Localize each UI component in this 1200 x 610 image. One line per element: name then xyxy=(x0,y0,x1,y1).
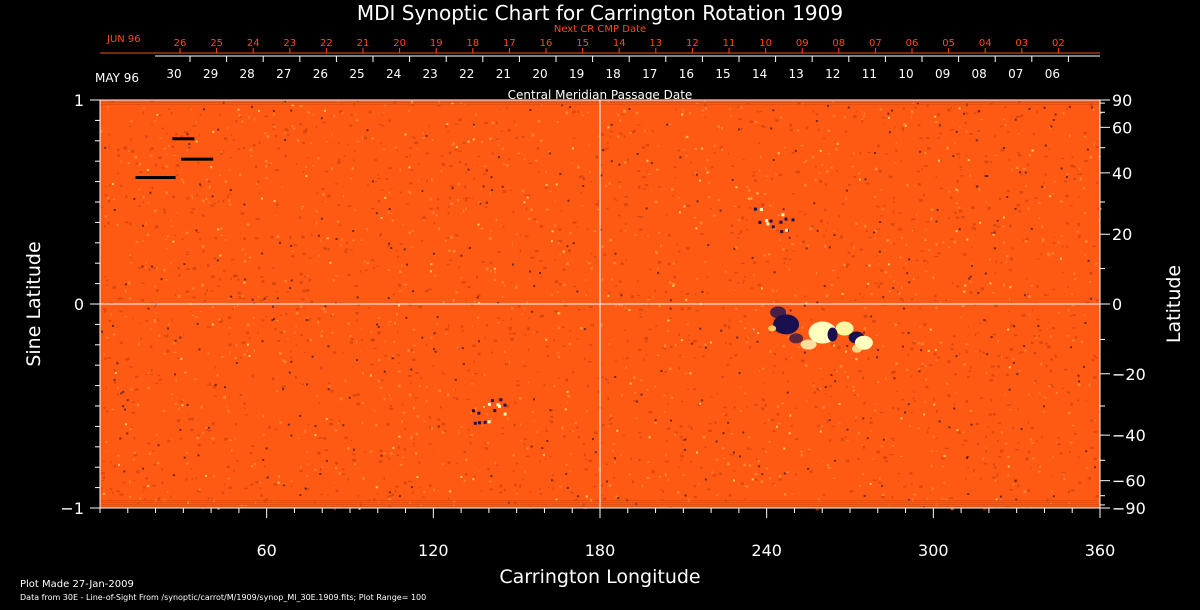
main-date-label: 25 xyxy=(349,67,364,81)
main-date-label: 26 xyxy=(313,67,328,81)
next-date-label: 26 xyxy=(174,38,187,49)
y-tick-label-left: 0 xyxy=(74,295,84,314)
main-date-label: 19 xyxy=(569,67,584,81)
next-date-label: 24 xyxy=(247,38,260,49)
feature-data-gap xyxy=(172,137,195,141)
main-date-label: 28 xyxy=(240,67,255,81)
next-date-label: 18 xyxy=(466,38,479,49)
feature-active-region xyxy=(471,398,507,425)
next-date-label: 08 xyxy=(832,38,845,49)
main-date-label: 23 xyxy=(423,67,438,81)
main-date-label: 14 xyxy=(752,67,767,81)
axes: 60 120 180 240 300 360 1 0 −1 90 60 40 20 0 −20 −40 −60 −… xyxy=(60,91,1145,560)
y-tick-label-right: 60 xyxy=(1112,118,1132,137)
chart-title: MDI Synoptic Chart for Carrington Rotati… xyxy=(357,1,843,25)
main-date-label: 21 xyxy=(496,67,511,81)
x-tick-label: 240 xyxy=(751,541,782,560)
x-tick-label: 300 xyxy=(918,541,949,560)
next-date-label: 25 xyxy=(210,38,223,49)
next-date-label: 16 xyxy=(540,38,553,49)
main-date-label: 15 xyxy=(715,67,730,81)
next-date-label: 17 xyxy=(503,38,516,49)
main-date-label: 17 xyxy=(642,67,657,81)
y-tick-label-right: −60 xyxy=(1112,472,1146,491)
main-date-label: 29 xyxy=(203,67,218,81)
main-date-label: 07 xyxy=(1008,67,1023,81)
main-date-label: 27 xyxy=(276,67,291,81)
feature-active-region xyxy=(753,207,795,234)
feature-data-gap xyxy=(135,176,176,180)
next-date-label: 23 xyxy=(283,38,296,49)
y-tick-label-right: 0 xyxy=(1112,295,1122,314)
next-date-label: 07 xyxy=(869,38,882,49)
next-date-label: 05 xyxy=(942,38,955,49)
plot-area xyxy=(99,99,1103,511)
next-date-label: 04 xyxy=(979,38,992,49)
x-tick-label: 60 xyxy=(256,541,276,560)
next-date-label: 19 xyxy=(430,38,443,49)
main-date-label: 30 xyxy=(166,67,181,81)
feature-active-region xyxy=(851,335,873,353)
next-date-label: 10 xyxy=(759,38,772,49)
x-tick-label: 120 xyxy=(418,541,449,560)
main-date-label: 18 xyxy=(606,67,621,81)
y-tick-label-right: 90 xyxy=(1112,91,1132,110)
main-date-label: 16 xyxy=(679,67,694,81)
next-date-label: 06 xyxy=(906,38,919,49)
main-date-label: 10 xyxy=(898,67,913,81)
next-date-label: 02 xyxy=(1052,38,1065,49)
crosshair xyxy=(100,100,1100,508)
main-date-label: 22 xyxy=(459,67,474,81)
x-tick-label: 180 xyxy=(585,541,616,560)
next-date-label: 15 xyxy=(576,38,589,49)
footer-plot-made: Plot Made 27-Jan-2009 xyxy=(20,579,134,590)
next-date-label: 12 xyxy=(686,38,699,49)
next-axis-caption: Next CR CMP Date xyxy=(554,24,646,35)
x-axis-label: Carrington Longitude xyxy=(499,566,700,588)
y-tick-label-left: 1 xyxy=(74,91,84,110)
footer-data-source: Data from 30E - Line-of-Sight From /syno… xyxy=(20,593,426,602)
next-month-label: JUN 96 xyxy=(106,34,141,45)
main-date-label: 06 xyxy=(1045,67,1060,81)
next-date-label: 20 xyxy=(393,38,406,49)
y-tick-label-right: −90 xyxy=(1112,499,1146,518)
next-date-label: 13 xyxy=(649,38,662,49)
main-date-label: 20 xyxy=(532,67,547,81)
main-date-label: 13 xyxy=(789,67,804,81)
main-date-label: 11 xyxy=(862,67,877,81)
magnetic-features xyxy=(135,137,873,425)
y-tick-label-right: 20 xyxy=(1112,225,1132,244)
y-axis-label-right: Latitude xyxy=(1163,265,1185,343)
next-date-label: 09 xyxy=(796,38,809,49)
top-date-axes: 30 29 28 27 26 25 24 23 22 21 20 19 18 17 16 15 14 13 12 11… xyxy=(100,38,1100,81)
feature-active-region xyxy=(768,306,804,344)
main-date-label: 08 xyxy=(972,67,987,81)
main-month-label: MAY 96 xyxy=(95,71,139,85)
y-tick-label-left: −1 xyxy=(60,499,84,518)
next-date-label: 11 xyxy=(723,38,736,49)
next-date-label: 14 xyxy=(613,38,626,49)
y-tick-label-right: −20 xyxy=(1112,365,1146,384)
x-tick-label: 360 xyxy=(1085,541,1116,560)
main-date-label: 12 xyxy=(825,67,840,81)
y-axis-label-left: Sine Latitude xyxy=(23,241,45,366)
main-date-label: 09 xyxy=(935,67,950,81)
next-date-label: 03 xyxy=(1015,38,1028,49)
main-date-label: 24 xyxy=(386,67,401,81)
feature-data-gap xyxy=(181,157,214,161)
y-tick-label-right: 40 xyxy=(1112,164,1132,183)
y-tick-label-right: −40 xyxy=(1112,426,1146,445)
next-date-label: 22 xyxy=(320,38,333,49)
main-axis-caption: Central Meridian Passage Date xyxy=(508,88,693,102)
next-date-label: 21 xyxy=(357,38,370,49)
